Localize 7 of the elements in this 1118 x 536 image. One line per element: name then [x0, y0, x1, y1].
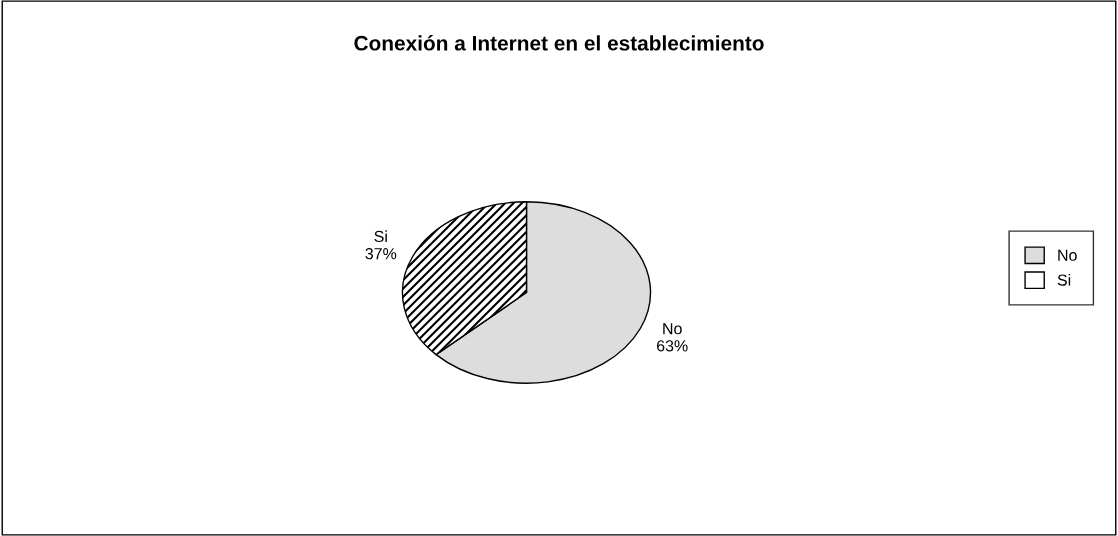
legend-label: No [1058, 249, 1077, 261]
data-label: 37% [365, 247, 397, 260]
chart-title: Conexión a Internet en el establecimiento [354, 35, 764, 51]
legend-label: Si [1057, 273, 1071, 286]
slice-label: Si [374, 230, 387, 243]
slice-label: No [663, 323, 682, 335]
data-label: 63% [657, 340, 688, 352]
